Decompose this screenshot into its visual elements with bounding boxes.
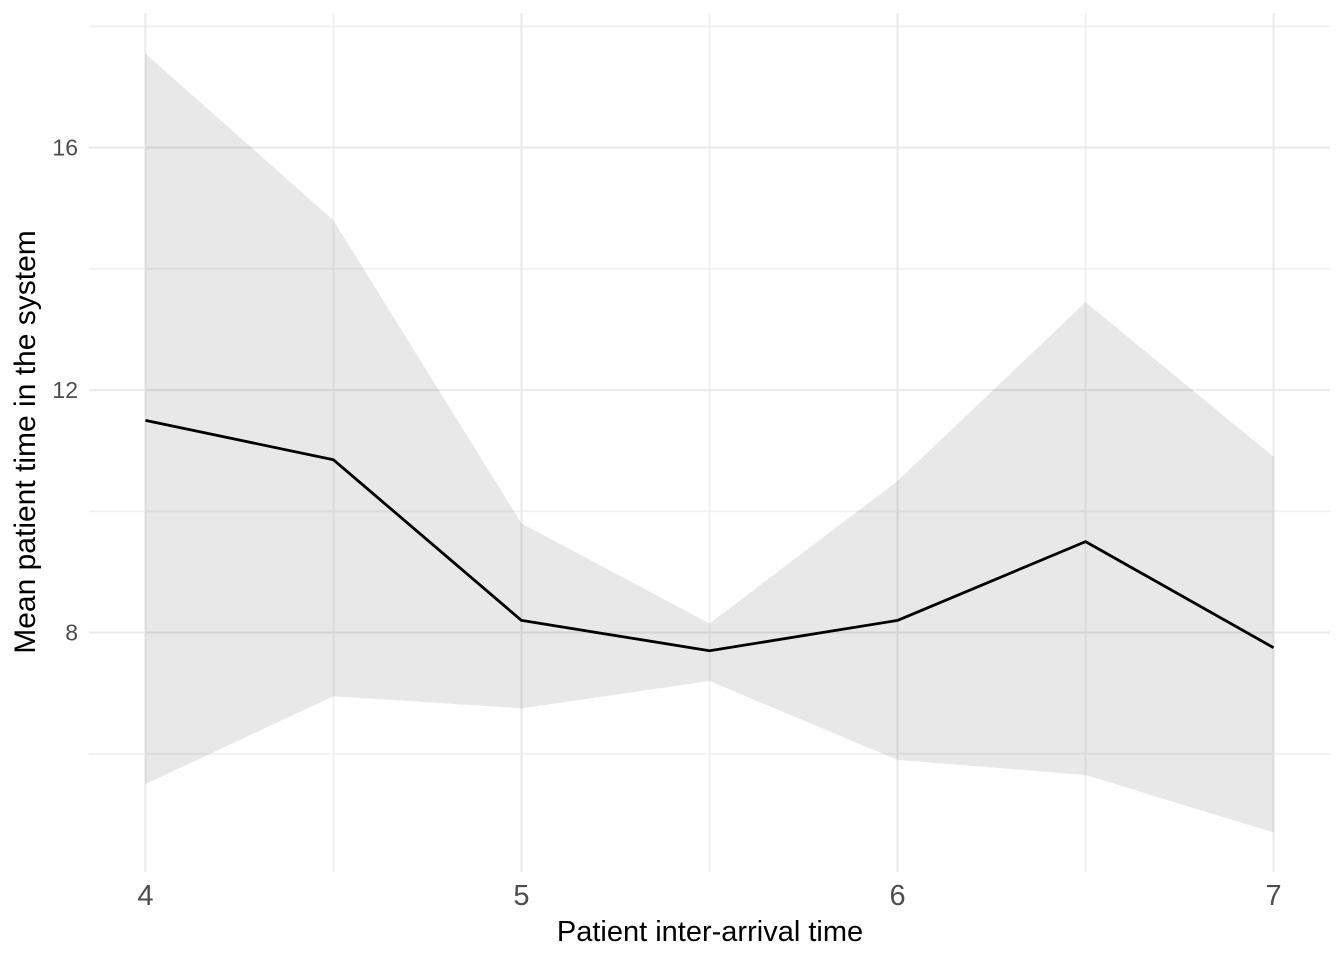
x-tick-label: 6 bbox=[889, 880, 905, 912]
y-tick-label: 12 bbox=[52, 377, 78, 403]
x-tick-label: 4 bbox=[137, 880, 153, 912]
y-tick-label: 16 bbox=[52, 135, 78, 161]
grid-minor bbox=[89, 13, 1330, 872]
x-axis-title: Patient inter-arrival time bbox=[557, 916, 863, 948]
x-tick-labels: 4 5 6 7 bbox=[137, 880, 1281, 912]
x-tick-label: 5 bbox=[513, 880, 529, 912]
mean-line bbox=[145, 419, 1275, 653]
y-tick-labels: 8 12 16 bbox=[52, 135, 78, 646]
grid-major bbox=[89, 13, 1330, 872]
y-tick-label: 8 bbox=[65, 620, 78, 646]
x-tick-label: 7 bbox=[1266, 880, 1282, 912]
confidence-ribbon bbox=[145, 53, 1274, 833]
y-axis-title: Mean patient time in the system bbox=[9, 230, 42, 654]
